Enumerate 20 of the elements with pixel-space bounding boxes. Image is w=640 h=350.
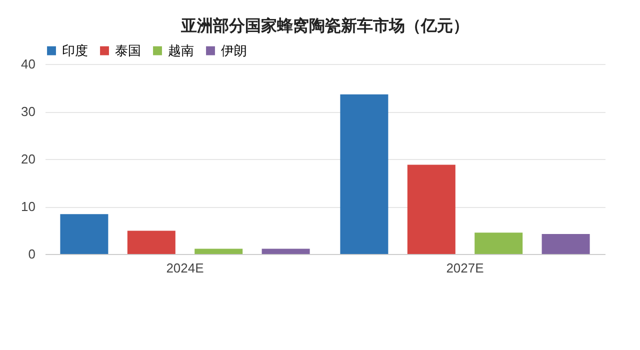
x-tick-label: 2024E	[166, 260, 204, 276]
y-tick-label: 40	[21, 56, 36, 72]
legend-label: 印度	[62, 42, 88, 58]
legend-label: 泰国	[115, 42, 141, 58]
legend-label: 越南	[168, 42, 194, 58]
bar	[340, 94, 388, 254]
bar	[194, 248, 243, 254]
bar	[542, 234, 590, 254]
y-tick-label: 10	[21, 199, 36, 214]
legend-label: 伊朗	[221, 42, 247, 58]
bar	[262, 248, 310, 254]
y-tick-label: 20	[21, 152, 36, 166]
bar	[407, 164, 456, 254]
y-tick-label: 30	[21, 104, 36, 119]
bar	[60, 214, 108, 254]
bar	[127, 230, 176, 254]
bar	[474, 232, 523, 254]
y-tick-label: 0	[28, 246, 36, 262]
chart-title: 亚洲部分国家蜂窝陶瓷新车市场（亿元）	[180, 16, 469, 35]
x-tick-label: 2027E	[446, 260, 484, 276]
